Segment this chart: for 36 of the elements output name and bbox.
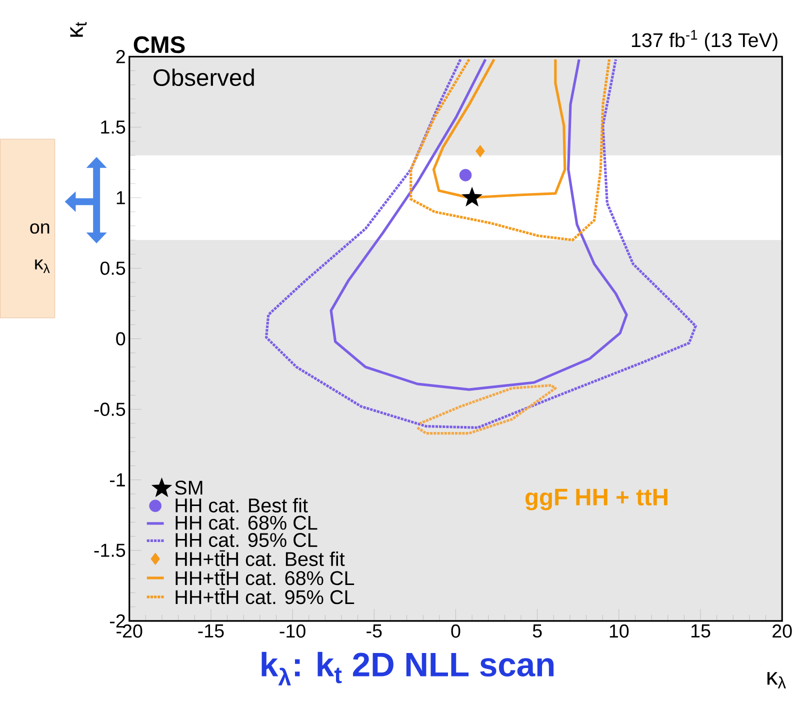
y-tick-label: 0.5 — [100, 261, 126, 275]
y-tick-label: 1.5 — [101, 120, 126, 134]
x-tick-label: -10 — [280, 624, 306, 638]
chart-subtitle: 137 fb$^{-1}$ (13 TeV) — [632, 30, 778, 51]
x-tick-label: 20 — [772, 624, 792, 638]
x-tick-label: 0 — [451, 624, 460, 638]
line-series — [264, 58, 697, 429]
x-tick-label: 15 — [691, 624, 710, 638]
annotation: Observed — [154, 68, 254, 86]
x-tick-label: 5 — [532, 624, 542, 638]
x-axis-title: κ$_{λ}$ — [767, 672, 786, 688]
legend-label: HH+tt̄H cat. Best fit — [176, 550, 345, 566]
line-series — [330, 58, 628, 391]
legend-label: SM — [175, 480, 202, 495]
text: on — [30, 223, 50, 234]
x-tick-label: 10 — [610, 624, 629, 638]
y-tick-label: -1.5 — [94, 544, 126, 557]
y-tick-label: 1 — [116, 191, 125, 204]
legend-label: HH+tt̄H cat. 68% CL — [176, 569, 354, 585]
annotation: ggF HH + ttH — [525, 488, 668, 510]
x-tick-label: -15 — [198, 624, 224, 638]
legend-label: HH cat. Best fit — [176, 498, 308, 512]
legend-label: HH cat. 68% CL — [176, 516, 318, 530]
x-tick-label: -5 — [366, 624, 382, 638]
y-tick-label: 0 — [116, 332, 126, 346]
text: κ$_{λ}$ — [35, 259, 50, 273]
line-series — [410, 58, 611, 242]
chart-title: CMS — [134, 36, 185, 53]
legend-label: HH cat. 95% CL — [176, 532, 318, 547]
y-tick-label: 2 — [116, 50, 125, 64]
y-tick-label: -1 — [110, 473, 125, 486]
y-axis-title: κ$_{t}$ — [70, 22, 87, 37]
line-series — [416, 384, 557, 434]
legend-label: HH+tt̄H cat. 95% CL — [176, 588, 354, 604]
y-tick-label: -0.5 — [94, 402, 126, 416]
text: k$_{λ}$: k$_{t}$ 2D NLL scan — [262, 652, 554, 686]
